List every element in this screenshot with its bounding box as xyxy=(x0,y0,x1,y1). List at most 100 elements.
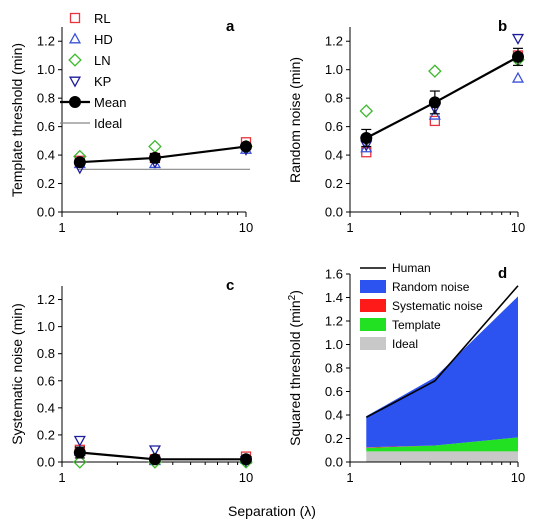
legend-swatch xyxy=(69,12,81,24)
marker-mean xyxy=(428,96,441,109)
legend-swatch xyxy=(360,299,386,312)
y-tick-label: 0.6 xyxy=(325,384,343,399)
y-tick-label: 0.6 xyxy=(37,373,55,388)
legend-swatch xyxy=(360,318,386,331)
panel-label: d xyxy=(498,265,507,282)
y-axis-label: Random noise (min) xyxy=(287,57,303,183)
y-tick-label: 0.4 xyxy=(37,148,55,163)
legend-label: LN xyxy=(94,53,111,68)
marker-ln xyxy=(73,455,87,469)
y-tick-label: 0.2 xyxy=(325,176,343,191)
marker-mean xyxy=(73,446,86,459)
y-tick-label: 0.2 xyxy=(325,431,343,446)
legend-label: Ideal xyxy=(94,116,122,131)
legend-swatch xyxy=(69,96,81,108)
panel-label: c xyxy=(226,277,234,294)
x-tick-label: 1 xyxy=(58,220,65,235)
legend-label: Template xyxy=(392,318,441,332)
y-tick-label: 1.2 xyxy=(325,314,343,329)
legend-label: Systematic noise xyxy=(392,299,483,313)
panel-label: a xyxy=(226,18,235,35)
y-axis-label: Squared threshold (min2) xyxy=(287,290,303,446)
legend-swatch xyxy=(360,280,386,293)
legend-swatch xyxy=(68,32,82,44)
area-ideal xyxy=(366,451,518,462)
legend-label: HD xyxy=(94,32,113,47)
x-tick-label: 1 xyxy=(346,220,353,235)
legend-label: Ideal xyxy=(392,337,418,351)
y-tick-label: 0.8 xyxy=(325,361,343,376)
y-axis-label: Systematic noise (min) xyxy=(9,303,25,445)
mean-line xyxy=(79,451,246,461)
panel-c: 0.0 0.2 0.4 0.6 0.8 1.0 1.2 1 10 Systematic noise… xyxy=(9,277,253,485)
y-tick-label: 0.8 xyxy=(325,91,343,106)
y-tick-label: 0.4 xyxy=(325,408,343,423)
legend-swatch xyxy=(68,53,82,67)
legend-label: Human xyxy=(392,261,431,275)
legend: RL HD LN KP Mean Ideal xyxy=(60,11,127,131)
x-tick-label: 10 xyxy=(511,470,525,485)
legend-label: RL xyxy=(94,11,111,26)
marker-rl xyxy=(429,115,441,127)
panel-b: 0.0 0.2 0.4 0.6 0.8 1.0 1.2 1 10 Random noise (mi… xyxy=(287,18,525,235)
x-tick-label: 10 xyxy=(511,220,525,235)
y-tick-label: 1.4 xyxy=(325,290,343,305)
y-tick-label: 0.6 xyxy=(325,119,343,134)
marker-ln xyxy=(359,104,374,118)
y-tick-label: 1.0 xyxy=(325,62,343,77)
y-tick-label: 1.6 xyxy=(325,267,343,282)
marker-ln xyxy=(428,64,442,78)
mean-line xyxy=(365,55,519,139)
y-tick-label: 0.8 xyxy=(37,346,55,361)
x-tick-label: 10 xyxy=(239,220,253,235)
legend: Human Random noise Systematic noise Templat… xyxy=(360,261,483,351)
marker-kp xyxy=(73,435,86,447)
marker-kp xyxy=(148,445,161,457)
marker-mean xyxy=(240,140,252,153)
y-tick-label: 0.0 xyxy=(37,455,55,470)
marker-mean xyxy=(148,453,161,466)
marker-hd xyxy=(360,141,373,153)
y-tick-label: 1.0 xyxy=(37,319,55,334)
area-template xyxy=(366,437,518,452)
panel-label: b xyxy=(498,18,507,35)
y-tick-label: 0.4 xyxy=(325,148,343,163)
y-tick-label: 1.2 xyxy=(325,34,343,49)
marker-kp xyxy=(511,33,525,45)
y-tick-label: 1.2 xyxy=(37,292,55,307)
line-human xyxy=(365,285,519,419)
marker-hd xyxy=(511,71,525,83)
marker-hd xyxy=(428,108,441,120)
y-tick-label: 1.0 xyxy=(37,62,55,77)
mean-line xyxy=(79,145,247,164)
panel-a: 0.0 0.2 0.4 0.6 0.8 1.0 1.2 1 10 Template thresho… xyxy=(9,11,253,235)
y-tick-label: 1.2 xyxy=(37,34,55,49)
figure-x-axis-label: Separation (λ) xyxy=(228,503,316,519)
y-tick-label: 0.0 xyxy=(37,205,55,220)
y-tick-label: 0.8 xyxy=(37,91,55,106)
y-tick-label: 0.2 xyxy=(37,427,55,442)
marker-mean xyxy=(512,50,524,63)
marker-mean xyxy=(360,132,373,144)
y-tick-label: 0.2 xyxy=(37,176,55,191)
x-tick-label: 1 xyxy=(58,470,65,485)
y-tick-label: 1.0 xyxy=(325,337,343,352)
marker-ln xyxy=(148,139,162,154)
y-axis-label: Template threshold (min) xyxy=(9,43,25,197)
legend-swatch xyxy=(68,76,82,88)
y-tick-label: 0.0 xyxy=(325,455,343,470)
y-tick-label: 0.0 xyxy=(325,205,343,220)
marker-mean xyxy=(148,151,161,164)
marker-mean xyxy=(240,453,252,466)
legend-label: Mean xyxy=(94,95,127,110)
x-tick-label: 10 xyxy=(239,470,253,485)
y-tick-label: 0.4 xyxy=(37,400,55,415)
panel-d: 0.0 0.2 0.4 0.6 0.8 1.0 1.2 1.4 1.6 1 10 Squared th… xyxy=(287,261,525,485)
legend-label: KP xyxy=(94,74,111,89)
y-tick-label: 0.6 xyxy=(37,119,55,134)
legend-label: Random noise xyxy=(392,280,470,294)
marker-mean xyxy=(73,156,86,169)
legend-swatch xyxy=(360,337,386,350)
x-tick-label: 1 xyxy=(346,470,353,485)
